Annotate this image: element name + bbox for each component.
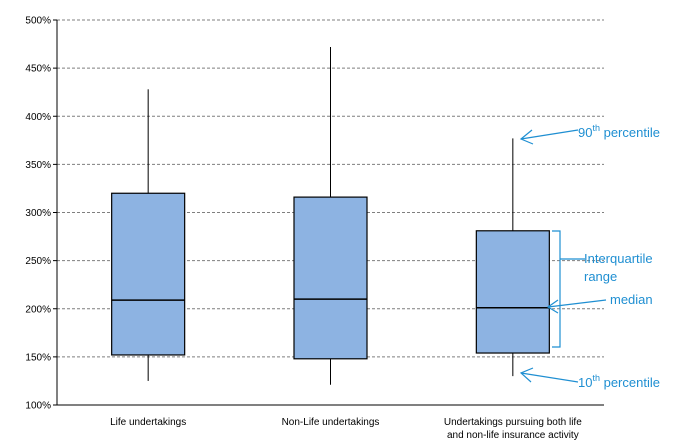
y-tick-label: 300%: [25, 208, 51, 219]
y-tick-label: 400%: [25, 112, 51, 123]
p90-arrow: [520, 129, 579, 140]
boxes: [111, 46, 550, 385]
y-tick-label: 350%: [25, 160, 51, 171]
y-axis: 100% 150% 200% 250% 300% 350% 400% 450% 500%: [25, 16, 58, 412]
p90-sup: th: [592, 123, 600, 133]
y-tick-label: 250%: [25, 256, 51, 267]
box-group: [475, 138, 550, 377]
iqr-box: [111, 192, 186, 356]
p10-sup: th: [592, 373, 600, 383]
median-arrowhead: [546, 299, 559, 314]
p10-arrowhead: [519, 367, 534, 383]
y-tick-label: 150%: [25, 352, 51, 363]
y-tick-label: 100%: [25, 401, 51, 412]
p90-prefix: 90: [578, 125, 592, 140]
y-tick-label: 450%: [25, 64, 51, 75]
p90-arrowhead: [519, 129, 534, 145]
y-tick-label: 200%: [25, 304, 51, 315]
y-tick-label: 500%: [25, 16, 51, 27]
p10-arrow: [520, 372, 579, 383]
iqr-bracket: [552, 230, 561, 348]
p10-prefix: 10: [578, 375, 592, 390]
category-label: Life undertakings: [110, 417, 186, 428]
iqr-box: [475, 230, 550, 354]
category-label: Undertakings pursuing both life: [444, 417, 582, 428]
p90-annotation: 90th percentile: [578, 123, 660, 140]
median-label: median: [610, 292, 653, 307]
p10-suffix: percentile: [600, 375, 660, 390]
p10-annotation: 10th percentile: [578, 373, 660, 390]
iqr-label-line1: Interquartile: [584, 251, 653, 266]
box-group: [293, 46, 368, 385]
iqr-label-line2: range: [584, 269, 617, 284]
x-axis: Life undertakings Non-Life undertakings Un…: [57, 404, 604, 441]
iqr-box: [293, 196, 368, 360]
median-arrow: [547, 299, 607, 308]
annotations: 90th percentile Interquartile range medi…: [519, 123, 660, 390]
box-group: [111, 89, 186, 381]
p90-suffix: percentile: [600, 125, 660, 140]
category-label: Non-Life undertakings: [282, 417, 380, 428]
category-label: and non-life insurance activity: [447, 430, 579, 441]
